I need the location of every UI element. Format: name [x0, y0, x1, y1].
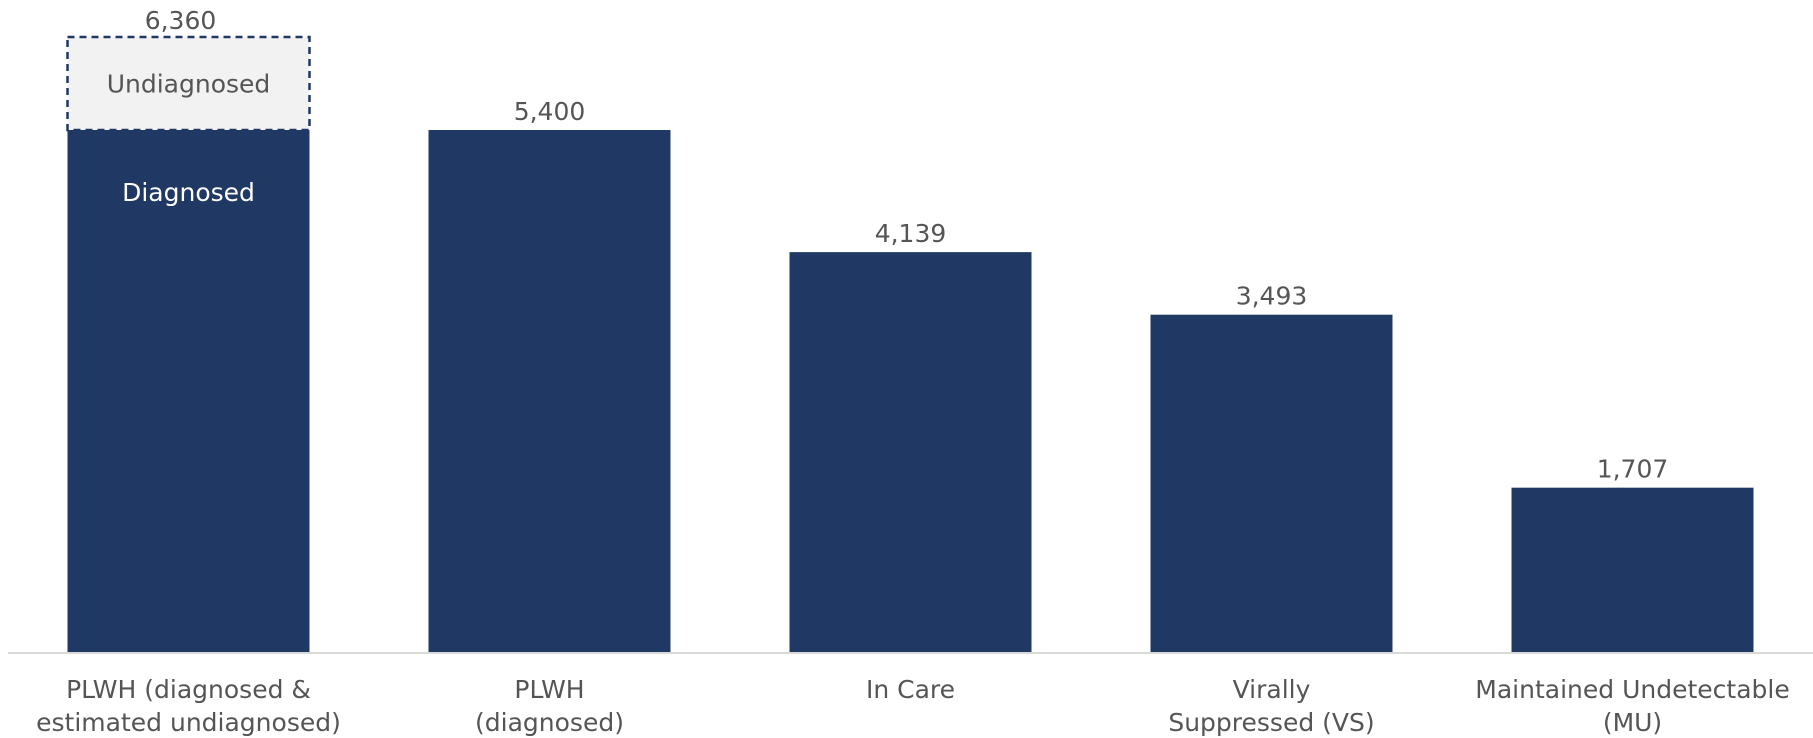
value-label: 5,400	[514, 97, 586, 126]
segment-label-undiagnosed: Undiagnosed	[107, 70, 271, 99]
value-label: 4,139	[875, 219, 947, 248]
category-label: PLWH (diagnosed & estimated undiagnosed)	[36, 675, 341, 737]
bars-layer	[66, 35, 1754, 653]
category-label: PLWH (diagnosed)	[475, 675, 624, 737]
segment-label-diagnosed: Diagnosed	[122, 178, 255, 207]
category-label-line: (MU)	[1603, 708, 1662, 737]
value-label: 3,493	[1236, 282, 1308, 311]
category-label-line: estimated undiagnosed)	[36, 708, 341, 737]
labels-layer: Undiagnosed Diagnosed 6,360 PLWH (diagnosed…	[36, 6, 1790, 737]
bar	[789, 252, 1032, 653]
bar	[1511, 487, 1754, 653]
bar	[428, 130, 671, 653]
bar-segment-diagnosed	[67, 130, 310, 653]
value-label: 1,707	[1597, 455, 1669, 484]
category-label-line: Virally	[1233, 675, 1311, 704]
category-label-line: PLWH (diagnosed &	[66, 675, 311, 704]
category-label-line: (diagnosed)	[475, 708, 624, 737]
category-label-line: Suppressed (VS)	[1168, 708, 1374, 737]
bar	[1150, 314, 1393, 653]
value-label: 6,360	[145, 6, 217, 35]
category-label-line: PLWH	[514, 675, 584, 704]
category-label-line: In Care	[866, 675, 955, 704]
category-label: In Care	[866, 675, 955, 704]
category-label: Maintained Undetectable (MU)	[1475, 675, 1789, 737]
category-label-line: Maintained Undetectable	[1475, 675, 1789, 704]
bar-segment-undiagnosed	[66, 35, 311, 132]
category-label: Virally Suppressed (VS)	[1168, 675, 1374, 737]
